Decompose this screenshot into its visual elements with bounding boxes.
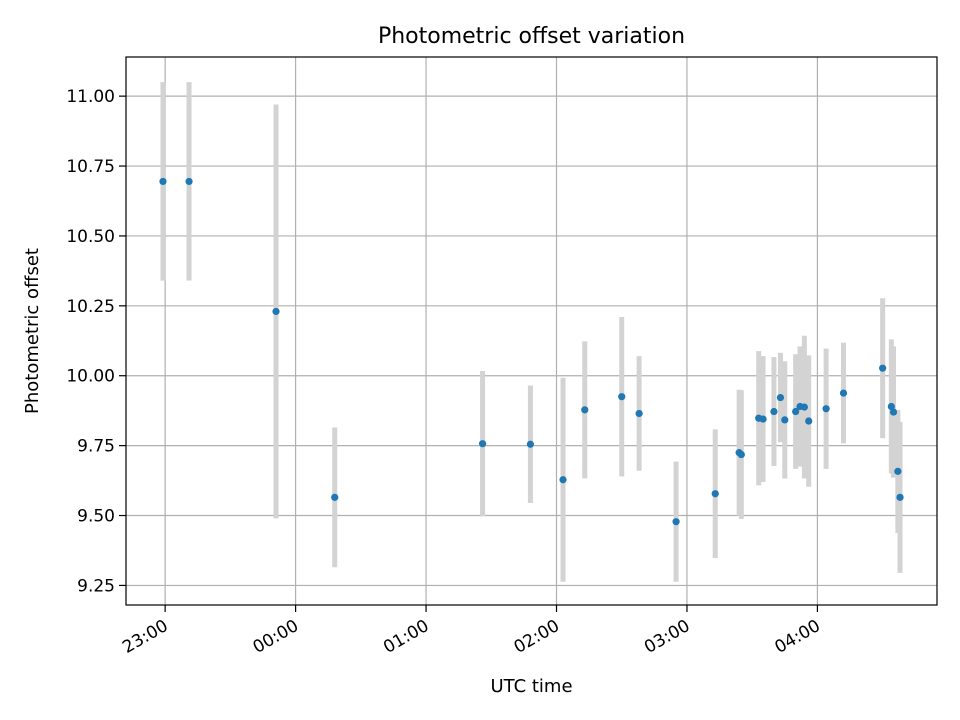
y-tick-label: 10.00: [66, 367, 115, 387]
data-point: [618, 393, 626, 401]
data-point: [896, 493, 904, 501]
data-point: [526, 440, 535, 448]
data-point: [478, 440, 487, 448]
data-point: [889, 408, 898, 416]
y-tick-label: 9.75: [77, 437, 115, 457]
data-point: [272, 307, 280, 316]
data-point: [185, 177, 193, 186]
y-tick-label: 10.25: [66, 297, 115, 317]
y-tick-label: 10.75: [66, 157, 115, 177]
data-point: [581, 406, 589, 414]
data-point: [839, 389, 848, 397]
y-axis-label: Photometric offset: [22, 248, 43, 414]
data-points: [159, 177, 904, 526]
data-point: [559, 476, 567, 484]
data-point: [776, 393, 785, 402]
plot-frame: [125, 56, 938, 606]
data-point: [711, 490, 719, 498]
data-point: [800, 403, 808, 411]
data-point: [737, 450, 745, 459]
y-tick-label: 9.50: [77, 507, 115, 527]
data-point: [805, 417, 813, 425]
data-point: [672, 518, 680, 526]
chart-title: Photometric offset variation: [378, 24, 685, 49]
y-tick-label: 11.00: [66, 87, 115, 107]
data-point: [759, 415, 767, 423]
grid-lines: [126, 57, 937, 605]
y-tick-label: 10.50: [66, 227, 115, 247]
data-point: [159, 177, 167, 186]
data-point: [331, 493, 339, 501]
data-point: [822, 405, 830, 413]
data-point: [894, 467, 902, 475]
data-point: [879, 364, 887, 372]
data-point: [781, 416, 789, 424]
y-tick-label: 9.25: [77, 576, 115, 596]
data-point: [792, 407, 800, 416]
x-axis-label: UTC time: [490, 676, 572, 697]
y-axis-ticks: 9.25 9.50 9.75 10.00 10.25 10.50 10.75 11.00: [66, 87, 126, 596]
data-point: [770, 407, 778, 416]
data-point: [635, 409, 643, 418]
data-point: [887, 402, 895, 411]
